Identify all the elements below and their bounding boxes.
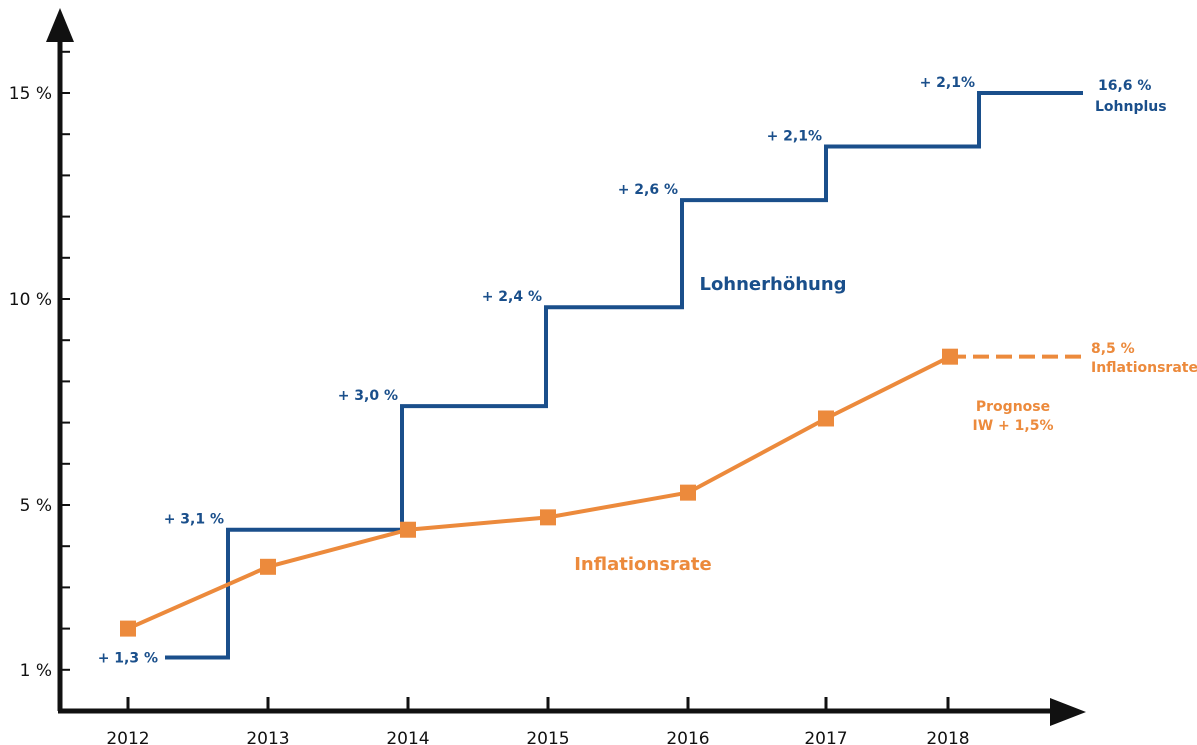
- y-ticks: 1 % 5 % 10 % 15 %: [9, 50, 70, 681]
- inflation-end-value: 8,5 %: [1091, 341, 1135, 357]
- x-tick-label: 2017: [804, 729, 847, 745]
- lohn-end-caption: Lohnplus: [1095, 99, 1167, 115]
- x-tick-label: 2015: [526, 729, 569, 745]
- inflation-series-name: Inflationsrate: [574, 554, 712, 575]
- y-axis-arrow-icon: [46, 8, 74, 42]
- y-tick-label: 5 %: [20, 496, 52, 516]
- lohn-end-value: 16,6 %: [1098, 78, 1151, 94]
- lohn-step-label: + 3,1 %: [164, 512, 224, 528]
- inflation-marker: [260, 558, 276, 575]
- lohn-step-label: + 3,0 %: [338, 388, 398, 404]
- lohn-step-label: + 2,4 %: [482, 289, 542, 305]
- inflation-series: [120, 348, 1083, 637]
- lohn-step-label: + 2,6 %: [618, 182, 678, 198]
- x-tick-label: 2018: [926, 729, 969, 745]
- inflation-marker: [400, 521, 416, 538]
- y-tick-label: 15 %: [9, 84, 52, 104]
- inflation-marker: [120, 620, 136, 637]
- annotations: + 1,3 % + 3,1 % + 3,0 % + 2,4 % + 2,6 % + 2,1…: [98, 75, 1197, 666]
- x-ticks: 2012 2013 2014 2015 2016 2017 2018: [106, 697, 970, 745]
- inflation-line: [127, 354, 951, 631]
- lohn-step-label: + 1,3 %: [98, 650, 158, 666]
- x-tick-label: 2012: [106, 729, 149, 745]
- lohn-step-label: + 2,1%: [920, 75, 975, 91]
- inflation-marker: [540, 509, 556, 526]
- x-axis-arrow-icon: [1050, 698, 1086, 726]
- lohn-series-name: Lohnerhöhung: [699, 274, 846, 295]
- forecast-label: Prognose: [976, 399, 1050, 415]
- inflation-end-caption: Inflationsrate: [1091, 360, 1197, 376]
- x-tick-label: 2013: [246, 729, 289, 745]
- inflation-marker: [942, 348, 958, 365]
- lohn-series: [165, 91, 1083, 660]
- lohn-step-line: [165, 91, 1083, 660]
- y-tick-label: 1 %: [20, 661, 52, 681]
- inflation-marker: [818, 410, 834, 427]
- x-tick-label: 2014: [386, 729, 429, 745]
- x-tick-label: 2016: [666, 729, 709, 745]
- inflation-marker: [680, 484, 696, 501]
- lohn-step-label: + 2,1%: [767, 129, 822, 145]
- y-tick-label: 10 %: [9, 290, 52, 310]
- axes: [46, 8, 1086, 726]
- forecast-label: IW + 1,5%: [973, 418, 1054, 434]
